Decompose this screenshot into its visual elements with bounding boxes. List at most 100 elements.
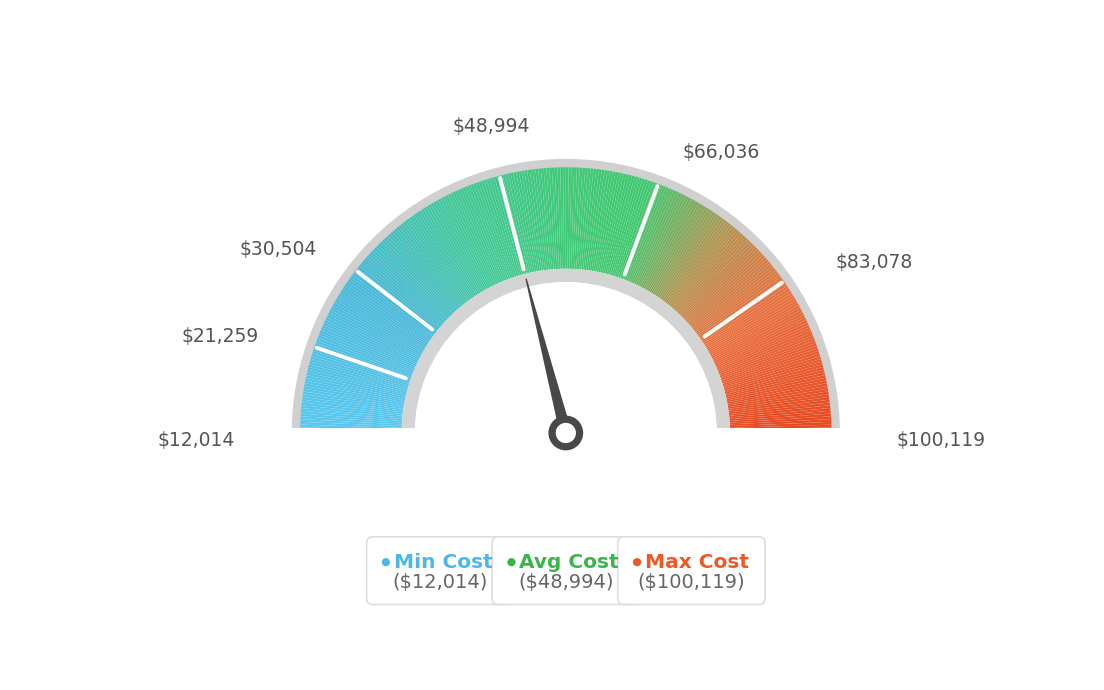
Wedge shape xyxy=(497,176,526,275)
Wedge shape xyxy=(716,328,810,369)
Wedge shape xyxy=(376,245,449,318)
Wedge shape xyxy=(618,181,654,278)
Wedge shape xyxy=(724,364,824,392)
Wedge shape xyxy=(667,223,731,304)
Wedge shape xyxy=(300,422,402,428)
Wedge shape xyxy=(352,273,435,335)
Wedge shape xyxy=(713,315,805,362)
Wedge shape xyxy=(613,179,645,276)
Wedge shape xyxy=(726,375,826,399)
Wedge shape xyxy=(619,182,656,279)
Wedge shape xyxy=(634,191,679,284)
Wedge shape xyxy=(711,308,802,357)
Wedge shape xyxy=(380,241,453,315)
Wedge shape xyxy=(715,325,809,368)
Wedge shape xyxy=(590,170,607,270)
Wedge shape xyxy=(701,282,786,341)
Wedge shape xyxy=(673,232,742,310)
Wedge shape xyxy=(640,196,689,288)
Bar xyxy=(279,428,852,627)
Wedge shape xyxy=(719,338,815,376)
Wedge shape xyxy=(707,295,795,349)
Wedge shape xyxy=(552,168,559,269)
Wedge shape xyxy=(729,402,830,416)
Wedge shape xyxy=(628,187,669,282)
Text: ($100,119): ($100,119) xyxy=(638,573,745,592)
Wedge shape xyxy=(382,239,454,315)
Wedge shape xyxy=(728,383,827,404)
Circle shape xyxy=(549,415,583,451)
Wedge shape xyxy=(426,206,480,293)
Wedge shape xyxy=(405,219,468,302)
Wedge shape xyxy=(565,168,569,269)
Wedge shape xyxy=(402,268,730,433)
Wedge shape xyxy=(470,184,509,279)
Wedge shape xyxy=(418,210,476,296)
Wedge shape xyxy=(702,284,787,342)
Wedge shape xyxy=(605,175,631,274)
Wedge shape xyxy=(679,241,752,315)
Wedge shape xyxy=(314,348,411,382)
Wedge shape xyxy=(694,268,776,333)
Wedge shape xyxy=(460,188,502,282)
Wedge shape xyxy=(527,170,543,270)
Wedge shape xyxy=(336,298,424,351)
Wedge shape xyxy=(333,303,423,354)
Wedge shape xyxy=(611,177,640,275)
Wedge shape xyxy=(708,300,797,353)
Wedge shape xyxy=(730,427,831,431)
Wedge shape xyxy=(678,239,750,315)
Wedge shape xyxy=(636,193,681,285)
Wedge shape xyxy=(702,286,788,344)
Wedge shape xyxy=(657,212,715,297)
Wedge shape xyxy=(399,225,464,306)
Wedge shape xyxy=(558,168,562,269)
Wedge shape xyxy=(321,328,415,369)
Wedge shape xyxy=(689,257,767,326)
Wedge shape xyxy=(414,213,474,298)
Wedge shape xyxy=(725,373,825,397)
Wedge shape xyxy=(606,176,635,275)
Wedge shape xyxy=(323,322,416,366)
Wedge shape xyxy=(723,359,821,388)
Wedge shape xyxy=(729,397,829,413)
Wedge shape xyxy=(343,286,429,344)
Wedge shape xyxy=(676,235,745,312)
Wedge shape xyxy=(659,215,720,299)
Wedge shape xyxy=(390,232,458,310)
Wedge shape xyxy=(720,340,816,377)
Wedge shape xyxy=(599,173,624,273)
Wedge shape xyxy=(616,180,650,277)
Circle shape xyxy=(508,558,516,566)
Wedge shape xyxy=(651,206,705,293)
Text: $30,504: $30,504 xyxy=(240,240,317,259)
Text: Avg Cost: Avg Cost xyxy=(519,553,619,572)
Wedge shape xyxy=(726,380,827,402)
Wedge shape xyxy=(300,430,402,433)
Wedge shape xyxy=(450,193,496,285)
Wedge shape xyxy=(304,386,404,406)
Wedge shape xyxy=(300,419,402,426)
Wedge shape xyxy=(603,175,629,273)
Wedge shape xyxy=(698,275,781,337)
Wedge shape xyxy=(664,219,726,302)
Wedge shape xyxy=(495,177,523,275)
Wedge shape xyxy=(302,397,403,413)
Wedge shape xyxy=(615,179,648,277)
Text: ($12,014): ($12,014) xyxy=(393,573,488,592)
Wedge shape xyxy=(645,200,697,290)
Wedge shape xyxy=(612,178,643,276)
Wedge shape xyxy=(304,388,404,407)
Wedge shape xyxy=(730,411,830,421)
Wedge shape xyxy=(637,194,683,286)
Wedge shape xyxy=(415,282,716,433)
Wedge shape xyxy=(722,353,820,386)
Wedge shape xyxy=(466,186,506,281)
Wedge shape xyxy=(300,424,402,430)
FancyBboxPatch shape xyxy=(618,537,765,604)
Wedge shape xyxy=(306,377,405,400)
Wedge shape xyxy=(530,170,545,270)
Wedge shape xyxy=(300,416,402,424)
Text: $100,119: $100,119 xyxy=(896,431,986,450)
Wedge shape xyxy=(546,168,555,269)
